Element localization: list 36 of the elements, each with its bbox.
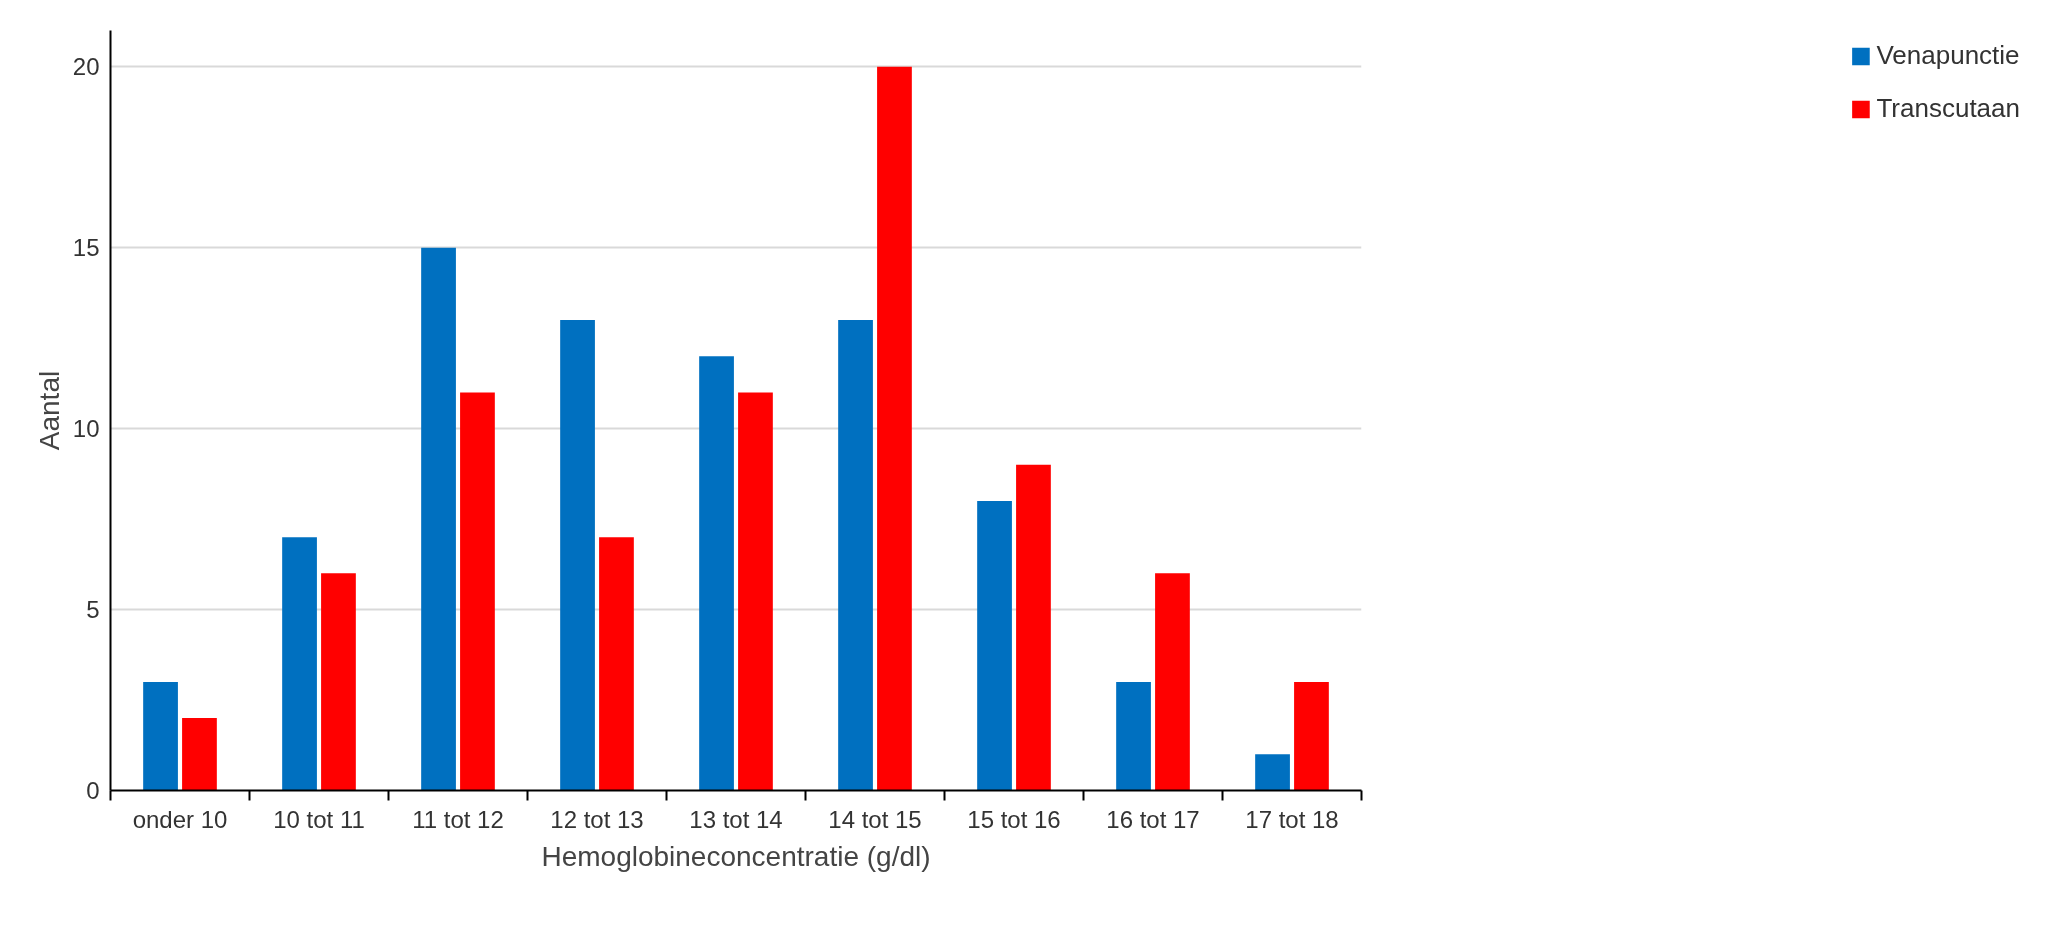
x-tick-label: 11 tot 12 <box>412 805 504 833</box>
x-tick-label: 17 tot 18 <box>1245 805 1339 833</box>
x-tick-label: 13 tot 14 <box>689 805 783 833</box>
x-tick-label: 16 tot 17 <box>1106 805 1200 833</box>
bar <box>421 247 456 791</box>
bar <box>738 392 773 791</box>
bar <box>977 500 1012 791</box>
legend-label: Venapunctie <box>1876 40 2020 71</box>
bar <box>1255 754 1290 791</box>
x-tick-label: 15 tot 16 <box>967 805 1061 833</box>
y-tick-label: 20 <box>72 53 100 81</box>
bar <box>1116 681 1151 791</box>
y-tick-label: 15 <box>72 234 100 262</box>
bar <box>182 718 217 791</box>
bar <box>1016 464 1051 791</box>
x-tick-label: 12 tot 13 <box>550 805 644 833</box>
bar <box>699 356 734 791</box>
bar <box>321 573 356 791</box>
y-tick-label: 10 <box>72 415 100 443</box>
bar <box>560 320 595 791</box>
bar <box>282 537 317 791</box>
x-tick-label: onder 10 <box>132 805 228 833</box>
bar <box>599 537 634 791</box>
bar <box>838 320 873 791</box>
y-axis-title: Aantal <box>33 370 65 451</box>
legend-label: Transcutaan <box>1876 93 2020 124</box>
y-tick-label: 0 <box>86 777 100 804</box>
y-tick-label: 5 <box>86 596 100 624</box>
bar <box>1155 573 1190 791</box>
x-axis-title: Hemoglobineconcentratie (g/dl) <box>541 840 931 872</box>
x-tick-label: 10 tot 11 <box>273 805 365 833</box>
bar <box>143 681 178 791</box>
bar <box>460 392 495 791</box>
x-tick-label: 14 tot 15 <box>828 805 922 833</box>
bar <box>1294 681 1329 791</box>
bar <box>877 66 912 791</box>
